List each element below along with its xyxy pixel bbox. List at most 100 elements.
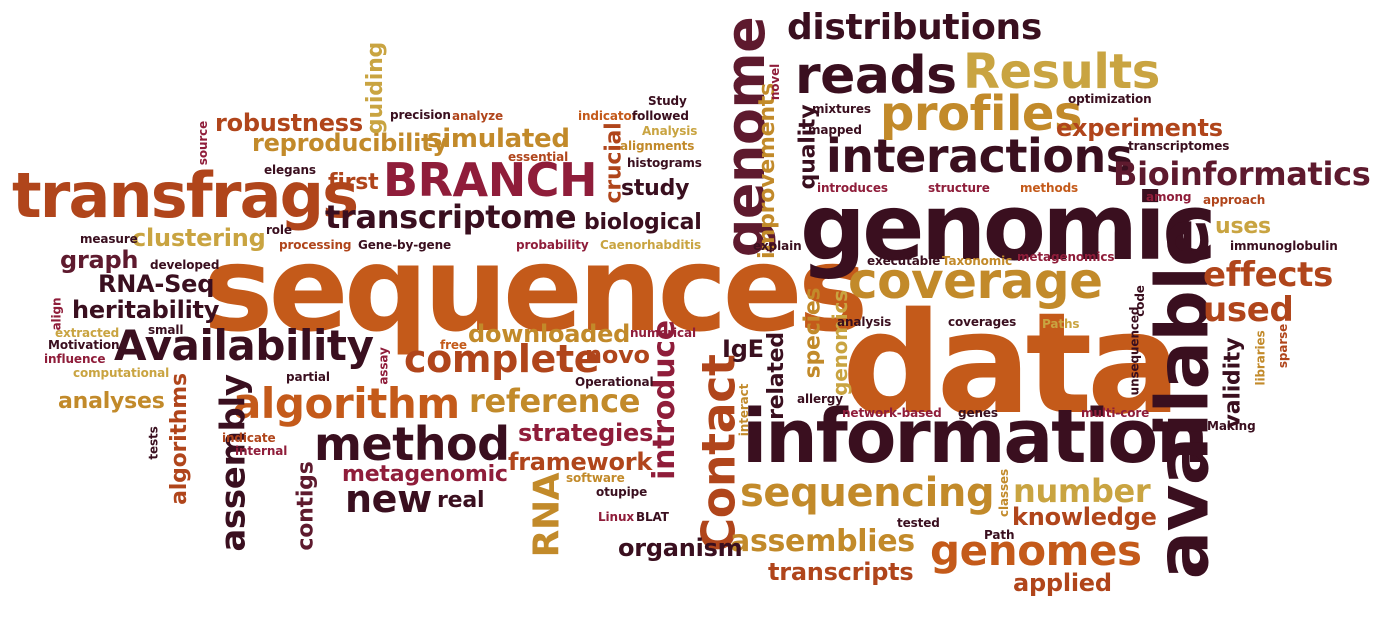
word-IgE: IgE: [722, 335, 764, 363]
word-tests: tests: [146, 426, 161, 460]
word-reproducibility: reproducibility: [252, 129, 448, 157]
word-among: among: [1146, 190, 1192, 204]
word-role: role: [266, 223, 292, 237]
word-algorithms: algorithms: [166, 373, 192, 505]
word-partial: partial: [286, 370, 330, 384]
word-Paths: Paths: [1042, 317, 1080, 331]
word-elegans: elegans: [264, 163, 316, 177]
word-probability: probability: [516, 238, 589, 252]
word-metagenomics: metagenomics: [1017, 250, 1115, 264]
word-analysis: analysis: [837, 315, 892, 329]
word-indicator: indicator: [578, 109, 638, 123]
word-Availability: Availability: [114, 321, 374, 370]
word-multi-core: multi-core: [1081, 406, 1150, 420]
word-tested: tested: [897, 516, 940, 530]
word-real: real: [437, 488, 485, 513]
word-reads: reads: [795, 46, 957, 106]
word-processing: processing: [279, 238, 352, 252]
word-coverage: coverage: [848, 252, 1103, 310]
word-first: first: [328, 170, 379, 195]
word-explain: explain: [753, 239, 802, 253]
word-mapped: mapped: [808, 123, 862, 137]
word-assay: assay: [376, 347, 391, 385]
word-method: method: [314, 417, 510, 471]
word-transcriptome: transcriptome: [325, 198, 577, 236]
word-optimization: optimization: [1068, 92, 1152, 106]
word-framework: framework: [508, 448, 653, 476]
word-sparse: sparse: [1276, 323, 1291, 369]
word-indicate: indicate: [222, 431, 276, 445]
word-unsequenced: unsequenced: [1127, 306, 1142, 396]
word-complete: complete: [404, 337, 600, 381]
word-validity: validity: [1220, 337, 1246, 429]
word-histograms: histograms: [627, 156, 702, 170]
word-graph: graph: [60, 246, 139, 274]
word-software: software: [566, 471, 625, 485]
word-network-based: network-based: [842, 406, 942, 420]
word-RNA: RNA: [526, 472, 568, 558]
word-transcripts: transcripts: [768, 558, 914, 586]
word-strategies: strategies: [518, 419, 654, 447]
word-BLAT: BLAT: [636, 510, 669, 524]
word-species: species: [800, 287, 826, 379]
word-Operational: Operational: [575, 375, 654, 389]
word-effects: effects: [1203, 255, 1333, 295]
word-novel: novel: [768, 63, 783, 101]
word-genomes: genomes: [930, 526, 1142, 575]
word-essential: essential: [508, 150, 569, 164]
word-downloaded: downloaded: [468, 320, 631, 348]
word-contigs: contigs: [293, 461, 319, 551]
word-Motivation: Motivation: [48, 338, 120, 352]
word-related: related: [763, 332, 789, 420]
word-computational: computational: [73, 366, 170, 380]
word-Analysis: Analysis: [642, 124, 698, 138]
word-allergy: allergy: [797, 392, 843, 406]
word-Study: Study: [648, 94, 687, 108]
word-coverages: coverages: [948, 315, 1017, 329]
word-free: free: [440, 338, 467, 352]
word-transfrags: transfrags: [12, 159, 359, 232]
word-sequencing: sequencing: [740, 470, 995, 516]
word-used: used: [1203, 290, 1294, 330]
word-numerical: numerical: [630, 326, 697, 340]
word-Making: Making: [1207, 419, 1256, 433]
word-reference: reference: [469, 382, 641, 420]
word-genomics: genomics: [827, 290, 852, 396]
word-data: data: [842, 283, 1181, 446]
word-introduce: introduce: [646, 320, 682, 480]
word-influence: influence: [44, 352, 106, 366]
word-guiding: guiding: [363, 41, 389, 135]
word-quality: quality: [795, 104, 821, 190]
word-source: source: [196, 120, 211, 166]
word-RNA-Seq: RNA-Seq: [98, 270, 215, 298]
word-distributions: distributions: [787, 7, 1042, 48]
word-genes: genes: [958, 406, 998, 420]
word-interact: interact: [737, 383, 752, 437]
word-mixtures: mixtures: [812, 102, 871, 116]
word-algorithm: algorithm: [233, 379, 460, 428]
word-new: new: [345, 477, 432, 521]
word-genomic: genomic: [800, 174, 1217, 281]
word-heritability: heritability: [72, 296, 220, 324]
word-crucial: crucial: [601, 122, 627, 204]
word-BRANCH: BRANCH: [383, 153, 598, 207]
word-followed: followed: [632, 109, 689, 123]
word-introduces: introduces: [817, 181, 888, 195]
word-otupipe: otupipe: [596, 485, 648, 499]
word-executable: executable: [867, 254, 941, 268]
word-clustering: clustering: [132, 224, 266, 252]
word-analyze: analyze: [452, 109, 503, 123]
word-experiments: experiments: [1056, 114, 1223, 142]
word-immunoglobulin: immunoglobulin: [1230, 239, 1338, 253]
word-structure: structure: [928, 181, 990, 195]
word-number: number: [1013, 472, 1151, 510]
word-Linux: Linux: [598, 510, 634, 524]
word-developed: developed: [150, 258, 220, 272]
word-applied: applied: [1013, 569, 1112, 597]
word-study: study: [621, 176, 690, 201]
word-knowledge: knowledge: [1012, 503, 1157, 531]
word-Contact: Contact: [691, 354, 746, 552]
word-Bioinformatics: Bioinformatics: [1113, 155, 1371, 193]
word-analyses: analyses: [58, 389, 165, 414]
word-profiles: profiles: [880, 86, 1083, 142]
